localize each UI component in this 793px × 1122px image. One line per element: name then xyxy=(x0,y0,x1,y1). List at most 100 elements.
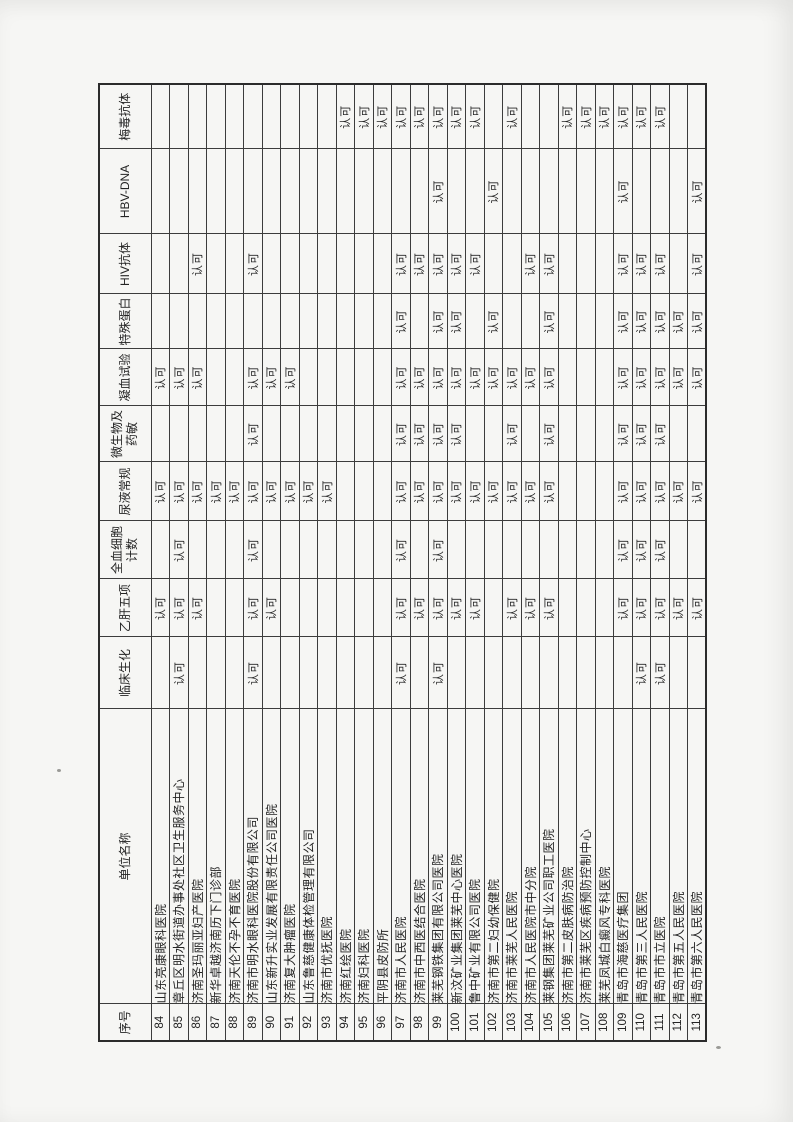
approval-cell: 认可 xyxy=(391,294,410,349)
approval-cell: 认可 xyxy=(354,84,373,149)
approval-cell: 认可 xyxy=(410,406,429,462)
approval-cell: 认可 xyxy=(188,349,207,406)
approval-cell: 认可 xyxy=(447,579,466,637)
approval-cell: 认可 xyxy=(650,521,669,579)
column-header: 凝血试验 xyxy=(99,349,151,406)
approval-cell xyxy=(206,406,225,462)
approval-cell: 认可 xyxy=(169,579,188,637)
approval-cell xyxy=(576,349,595,406)
column-header: 特殊蛋白 xyxy=(99,294,151,349)
row-number: 96 xyxy=(373,1004,392,1041)
column-header: 梅毒抗体 xyxy=(99,84,151,149)
approval-cell: 认可 xyxy=(410,349,429,406)
approval-cell xyxy=(151,294,170,349)
approval-cell xyxy=(262,637,281,709)
row-number: 86 xyxy=(188,1004,207,1041)
row-number: 84 xyxy=(151,1004,170,1041)
row-number: 113 xyxy=(687,1004,706,1041)
row-number: 97 xyxy=(391,1004,410,1041)
approval-cell xyxy=(595,521,614,579)
approval-cell: 认可 xyxy=(428,234,447,294)
approval-cell xyxy=(354,579,373,637)
unit-name: 济南市优抚医院 xyxy=(317,709,336,1004)
approval-cell xyxy=(336,406,355,462)
approval-cell: 认可 xyxy=(410,462,429,521)
row-number: 99 xyxy=(428,1004,447,1041)
scan-speck xyxy=(57,769,61,772)
table-row: 89 济南市明水眼科医院股份有限公司 认可 认可 认可 认可 认可 认可 认可 xyxy=(243,84,262,1041)
approval-cell xyxy=(299,406,318,462)
approval-cell xyxy=(354,349,373,406)
table-row: 104 济南市人民医院市中分院 认可 认可 认可 认可 xyxy=(521,84,540,1041)
approval-cell xyxy=(410,294,429,349)
approval-cell xyxy=(576,637,595,709)
approval-cell: 认可 xyxy=(169,521,188,579)
approval-cell xyxy=(225,349,244,406)
approval-cell xyxy=(317,294,336,349)
approval-cell: 认可 xyxy=(410,234,429,294)
approval-cell xyxy=(595,149,614,234)
approval-cell xyxy=(354,406,373,462)
approval-cell: 认可 xyxy=(632,579,651,637)
approval-cell xyxy=(317,406,336,462)
approval-cell: 认可 xyxy=(632,462,651,521)
table-row: 110 青岛市第三人民医院 认可 认可 认可 认可 认可 认可 认可 认可 认可 xyxy=(632,84,651,1041)
approval-cell xyxy=(225,579,244,637)
unit-name: 济南市莱芜区疾病预防控制中心 xyxy=(576,709,595,1004)
table-row: 96 平阴县皮防所 认可 xyxy=(373,84,392,1041)
approval-cell xyxy=(225,521,244,579)
approval-cell: 认可 xyxy=(687,234,706,294)
approval-cell: 认可 xyxy=(447,462,466,521)
approval-cell xyxy=(225,637,244,709)
approval-cell xyxy=(280,521,299,579)
approval-cell: 认可 xyxy=(280,462,299,521)
approval-cell: 认可 xyxy=(613,234,632,294)
approval-cell: 认可 xyxy=(243,637,262,709)
approval-cell xyxy=(539,637,558,709)
unit-name: 青岛市第三人民医院 xyxy=(632,709,651,1004)
unit-name: 济南市明水眼科医院股份有限公司 xyxy=(243,709,262,1004)
column-header: 序号 xyxy=(99,1004,151,1041)
approval-cell: 认可 xyxy=(632,637,651,709)
approval-cell xyxy=(558,234,577,294)
row-number: 89 xyxy=(243,1004,262,1041)
approval-cell: 认可 xyxy=(595,84,614,149)
approval-cell: 认可 xyxy=(650,349,669,406)
approval-cell xyxy=(317,579,336,637)
unit-name: 济南市第二皮肤病防治院 xyxy=(558,709,577,1004)
approval-cell xyxy=(410,521,429,579)
approval-cell: 认可 xyxy=(484,294,503,349)
approval-cell xyxy=(373,406,392,462)
approval-cell: 认可 xyxy=(151,579,170,637)
approval-cell: 认可 xyxy=(613,406,632,462)
approval-cell xyxy=(299,349,318,406)
approval-cell xyxy=(465,637,484,709)
approval-cell xyxy=(539,84,558,149)
approval-cell xyxy=(169,406,188,462)
approval-cell xyxy=(391,149,410,234)
column-header: HBV-DNA xyxy=(99,149,151,234)
row-number: 106 xyxy=(558,1004,577,1041)
approval-cell xyxy=(188,521,207,579)
approval-cell xyxy=(280,406,299,462)
row-number: 88 xyxy=(225,1004,244,1041)
approval-cell: 认可 xyxy=(650,84,669,149)
approval-cell: 认可 xyxy=(465,84,484,149)
table-row: 90 山东新升实业发展有限责任公司医院 认可 认可 认可 xyxy=(262,84,281,1041)
table-row: 103 济南市莱芜人民医院 认可 认可 认可 认可 认可 xyxy=(502,84,521,1041)
approval-cell: 认可 xyxy=(188,234,207,294)
approval-cell xyxy=(299,579,318,637)
approval-cell xyxy=(299,84,318,149)
approval-cell xyxy=(336,294,355,349)
unit-name: 济南天伦不孕不育医院 xyxy=(225,709,244,1004)
approval-cell xyxy=(576,462,595,521)
approval-cell xyxy=(687,84,706,149)
approval-cell xyxy=(595,234,614,294)
approval-cell: 认可 xyxy=(428,462,447,521)
approval-cell xyxy=(558,149,577,234)
unit-name: 济南市第二妇幼保健院 xyxy=(484,709,503,1004)
approval-cell xyxy=(151,521,170,579)
approval-cell xyxy=(521,637,540,709)
row-number: 98 xyxy=(410,1004,429,1041)
